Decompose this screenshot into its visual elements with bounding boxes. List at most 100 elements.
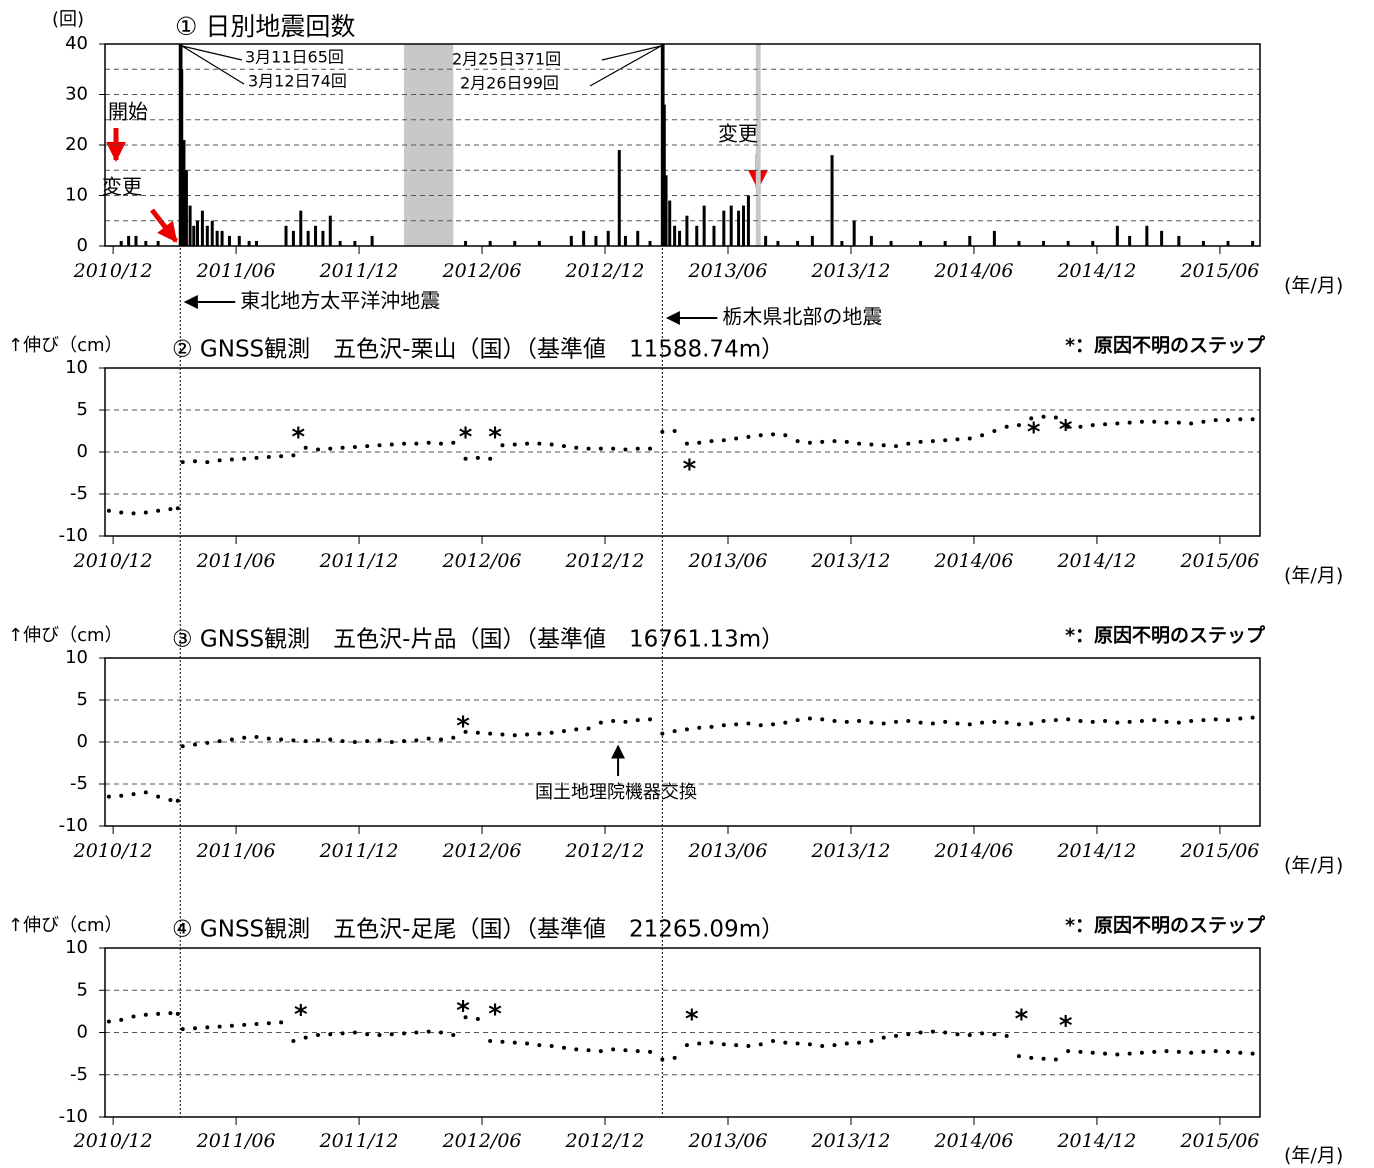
note: *：原因不明のステップ [1065, 914, 1266, 937]
data-point [783, 720, 788, 725]
y-tick-label: 0 [77, 1022, 88, 1043]
data-point [106, 1019, 111, 1024]
step-mark: * [459, 422, 473, 452]
bar [606, 230, 610, 246]
data-point [451, 1033, 456, 1038]
step-mark: * [294, 1000, 308, 1030]
x-axis-label: (年/月) [1284, 565, 1343, 587]
bar [889, 240, 893, 246]
bar [200, 210, 204, 246]
x-tick-label: 2015/06 [1179, 260, 1259, 282]
data-point [242, 735, 247, 740]
data-point [598, 446, 603, 451]
data-point [1139, 719, 1144, 723]
no-data-band [755, 44, 761, 246]
data-point [771, 432, 776, 437]
data-point [1053, 718, 1058, 723]
data-point [807, 440, 812, 445]
data-point [672, 729, 677, 734]
x-tick-label: 2010/12 [73, 1130, 153, 1152]
data-point [623, 1048, 628, 1053]
annotation: 2月25日371回 [452, 50, 561, 69]
bar [1226, 240, 1230, 246]
bar [722, 210, 726, 246]
data-point [586, 1048, 591, 1053]
bar [840, 240, 844, 246]
data-point [758, 1042, 763, 1047]
data-point [967, 436, 972, 441]
data-point [820, 439, 825, 444]
bar [636, 230, 640, 246]
data-point [586, 446, 591, 451]
bar [1066, 240, 1070, 246]
bar [1115, 225, 1119, 246]
y-tick-label: 5 [77, 689, 88, 710]
bar [668, 200, 672, 246]
data-point [660, 1057, 665, 1062]
y-tick-label: 0 [77, 441, 88, 462]
data-point [1201, 419, 1206, 424]
annotation: 2月26日99回 [460, 74, 559, 93]
step-mark: * [1059, 415, 1073, 445]
data-point [156, 1011, 161, 1016]
data-point [143, 790, 148, 795]
y-tick-label: -5 [70, 773, 88, 794]
data-point [463, 1015, 468, 1020]
annotation: 3月12日74回 [248, 72, 347, 91]
data-point [955, 1032, 960, 1037]
data-point [1189, 719, 1194, 723]
data-point [402, 1031, 407, 1036]
data-point [1226, 718, 1231, 723]
event-label: 東北地方太平洋沖地震 [240, 289, 440, 313]
data-point [795, 439, 800, 444]
bar [306, 230, 310, 246]
data-point [217, 458, 222, 463]
data-point [844, 1041, 849, 1046]
data-point [205, 1025, 210, 1030]
data-point [709, 439, 714, 444]
data-point [1029, 721, 1034, 726]
y-tick-label: 10 [65, 357, 88, 378]
bar [321, 230, 325, 246]
x-tick-label: 2013/06 [688, 550, 768, 572]
data-point [980, 720, 985, 725]
data-point [549, 1044, 554, 1049]
data-point [1139, 419, 1144, 424]
bar [662, 104, 666, 246]
bar [678, 230, 682, 246]
data-point [574, 445, 579, 450]
x-tick-label: 2013/12 [811, 260, 891, 282]
data-point [1201, 718, 1206, 723]
data-point [881, 1035, 886, 1040]
data-point [266, 455, 271, 460]
data-point [820, 717, 825, 722]
x-tick-label: 2015/06 [1179, 550, 1259, 572]
bar [353, 240, 357, 246]
data-point [1238, 716, 1243, 721]
data-point [611, 446, 616, 451]
bar [513, 240, 517, 246]
y-tick-label: 10 [65, 185, 88, 206]
bar [1251, 240, 1255, 246]
bar [869, 235, 873, 246]
bar [488, 240, 492, 246]
y-tick-label: 0 [77, 235, 88, 256]
data-point [131, 511, 136, 516]
data-point [648, 1049, 653, 1054]
data-point [451, 735, 456, 740]
bar [370, 235, 374, 246]
data-point [279, 1020, 284, 1025]
data-point [254, 1022, 259, 1027]
x-tick-label: 2013/06 [688, 1130, 768, 1152]
data-point [771, 722, 776, 727]
data-point [1238, 1050, 1243, 1055]
annotation: 開始 [108, 100, 148, 124]
bar [210, 220, 214, 246]
y-axis-label: ↑伸び（cm） [8, 915, 123, 936]
data-point [697, 1041, 702, 1046]
data-point [1152, 718, 1157, 723]
bar [220, 230, 224, 246]
bar [144, 240, 148, 246]
bar [582, 230, 586, 246]
data-point [1115, 720, 1120, 725]
